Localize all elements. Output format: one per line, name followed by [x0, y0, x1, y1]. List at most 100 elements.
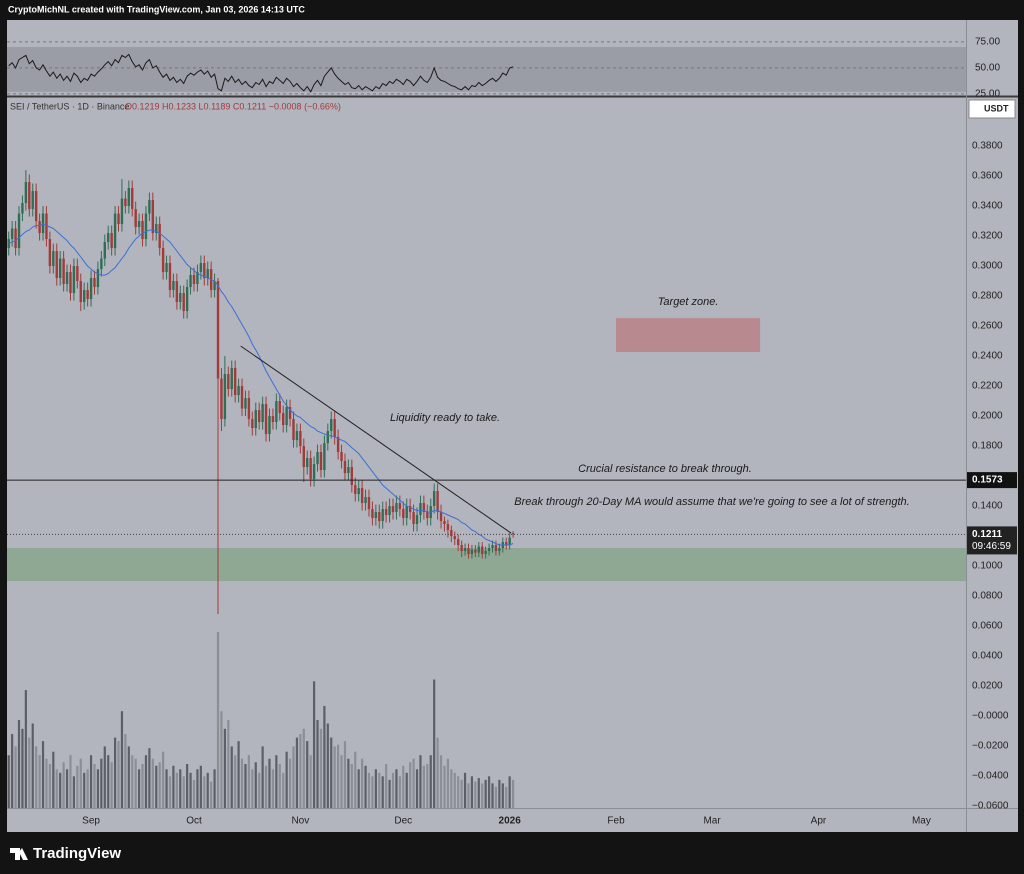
volume-bar — [463, 772, 467, 808]
rsi-band — [7, 47, 966, 92]
volume-bar — [288, 758, 292, 808]
volume-bar — [508, 776, 511, 808]
volume-bar — [148, 748, 151, 808]
candle-body — [378, 512, 381, 522]
volume-bar — [192, 779, 196, 808]
candle-body — [158, 224, 161, 249]
volume-bar — [398, 776, 401, 808]
volume-bar — [470, 776, 474, 808]
candle-body — [148, 200, 151, 214]
volume-bar — [312, 681, 316, 808]
volume-bar — [168, 776, 172, 808]
volume-bar — [45, 758, 48, 808]
candle-body — [107, 233, 110, 243]
x-tick-label: Sep — [82, 816, 100, 827]
rsi-line — [8, 53, 514, 93]
candle-body — [227, 374, 230, 390]
candle-body — [333, 419, 336, 438]
chart-area — [7, 20, 1018, 832]
candle-body — [481, 546, 484, 555]
volume-bar — [230, 746, 233, 808]
candle-body — [264, 404, 268, 435]
y-tick-label: 25.00 — [975, 89, 1000, 100]
candle-body — [216, 281, 220, 379]
volume-bar — [131, 755, 134, 808]
candle-body — [199, 263, 203, 273]
footer-logo: TradingView — [33, 845, 121, 862]
volume-bar — [350, 764, 353, 808]
candle-body — [72, 266, 76, 294]
volume-bar — [179, 769, 182, 808]
annotation: Crucial resistance to break through. — [578, 463, 752, 475]
volume-bar — [498, 779, 501, 808]
volume-bar — [412, 758, 415, 808]
volume-bar — [433, 679, 436, 808]
y-tick-label: 0.3800 — [972, 141, 1003, 152]
volume-bar — [28, 737, 31, 808]
volume-bar — [361, 758, 364, 808]
volume-bar — [271, 769, 275, 808]
volume-bar — [62, 762, 65, 808]
volume-bar — [213, 769, 216, 808]
volume-bar — [117, 741, 120, 808]
volume-bar — [467, 783, 470, 808]
volume-bar — [227, 720, 230, 808]
candle-body — [494, 545, 498, 552]
volume-bar — [96, 769, 100, 808]
candle-body — [381, 509, 384, 522]
volume-bar — [251, 769, 254, 808]
volume-bar — [450, 769, 453, 808]
candle-body — [113, 213, 117, 249]
y-tick-label: 0.0200 — [972, 681, 1003, 692]
candle-body — [161, 248, 165, 273]
currency-box — [968, 99, 1016, 119]
candle-body — [484, 551, 487, 555]
volume-bar — [391, 772, 395, 808]
volume-bar — [17, 720, 21, 808]
volume-bar — [378, 772, 381, 808]
volume-bar — [347, 758, 350, 808]
candle-body — [364, 497, 367, 504]
volume-bar — [429, 755, 432, 808]
candle-body — [179, 293, 182, 303]
volume-bar — [14, 746, 17, 808]
candle-body — [124, 198, 127, 207]
trendline — [240, 345, 512, 534]
candle-body — [182, 293, 185, 312]
candle-body — [233, 368, 237, 396]
candle-body — [347, 467, 350, 474]
volume-bar — [155, 765, 158, 808]
x-tick-label: Apr — [811, 816, 827, 827]
volume-bar — [415, 769, 419, 808]
y-tick-label: 0.2400 — [972, 351, 1003, 362]
y-tick-label: 0.2000 — [972, 411, 1003, 422]
volume-bar — [426, 764, 429, 808]
candle-body — [151, 200, 155, 234]
candle-body — [467, 548, 470, 555]
volume-bar — [158, 762, 161, 808]
volume-bar — [364, 765, 367, 808]
volume-bar — [285, 751, 288, 808]
y-tick-label: 0.1400 — [972, 501, 1003, 512]
candle-body — [21, 203, 24, 214]
volume-bar — [326, 723, 329, 808]
volume-bar — [484, 779, 487, 808]
candle-body — [237, 386, 240, 396]
volume-bar — [381, 776, 384, 808]
candle-body — [371, 509, 374, 519]
volume-bar — [76, 765, 79, 808]
y-tick-label: 0.1800 — [972, 441, 1003, 452]
target-zone — [616, 318, 761, 352]
y-tick-label: 0.3000 — [972, 261, 1003, 272]
candle-body — [408, 506, 412, 513]
candle-body — [340, 452, 343, 462]
volume-bar — [127, 746, 130, 808]
y-tick-label: 0.1000 — [972, 561, 1003, 572]
x-tick-label: Nov — [291, 816, 309, 827]
candle-body — [24, 182, 28, 204]
volume-bar — [505, 786, 508, 808]
candle-body — [244, 398, 247, 409]
volume-bar — [457, 776, 460, 808]
candle-body — [55, 251, 58, 279]
